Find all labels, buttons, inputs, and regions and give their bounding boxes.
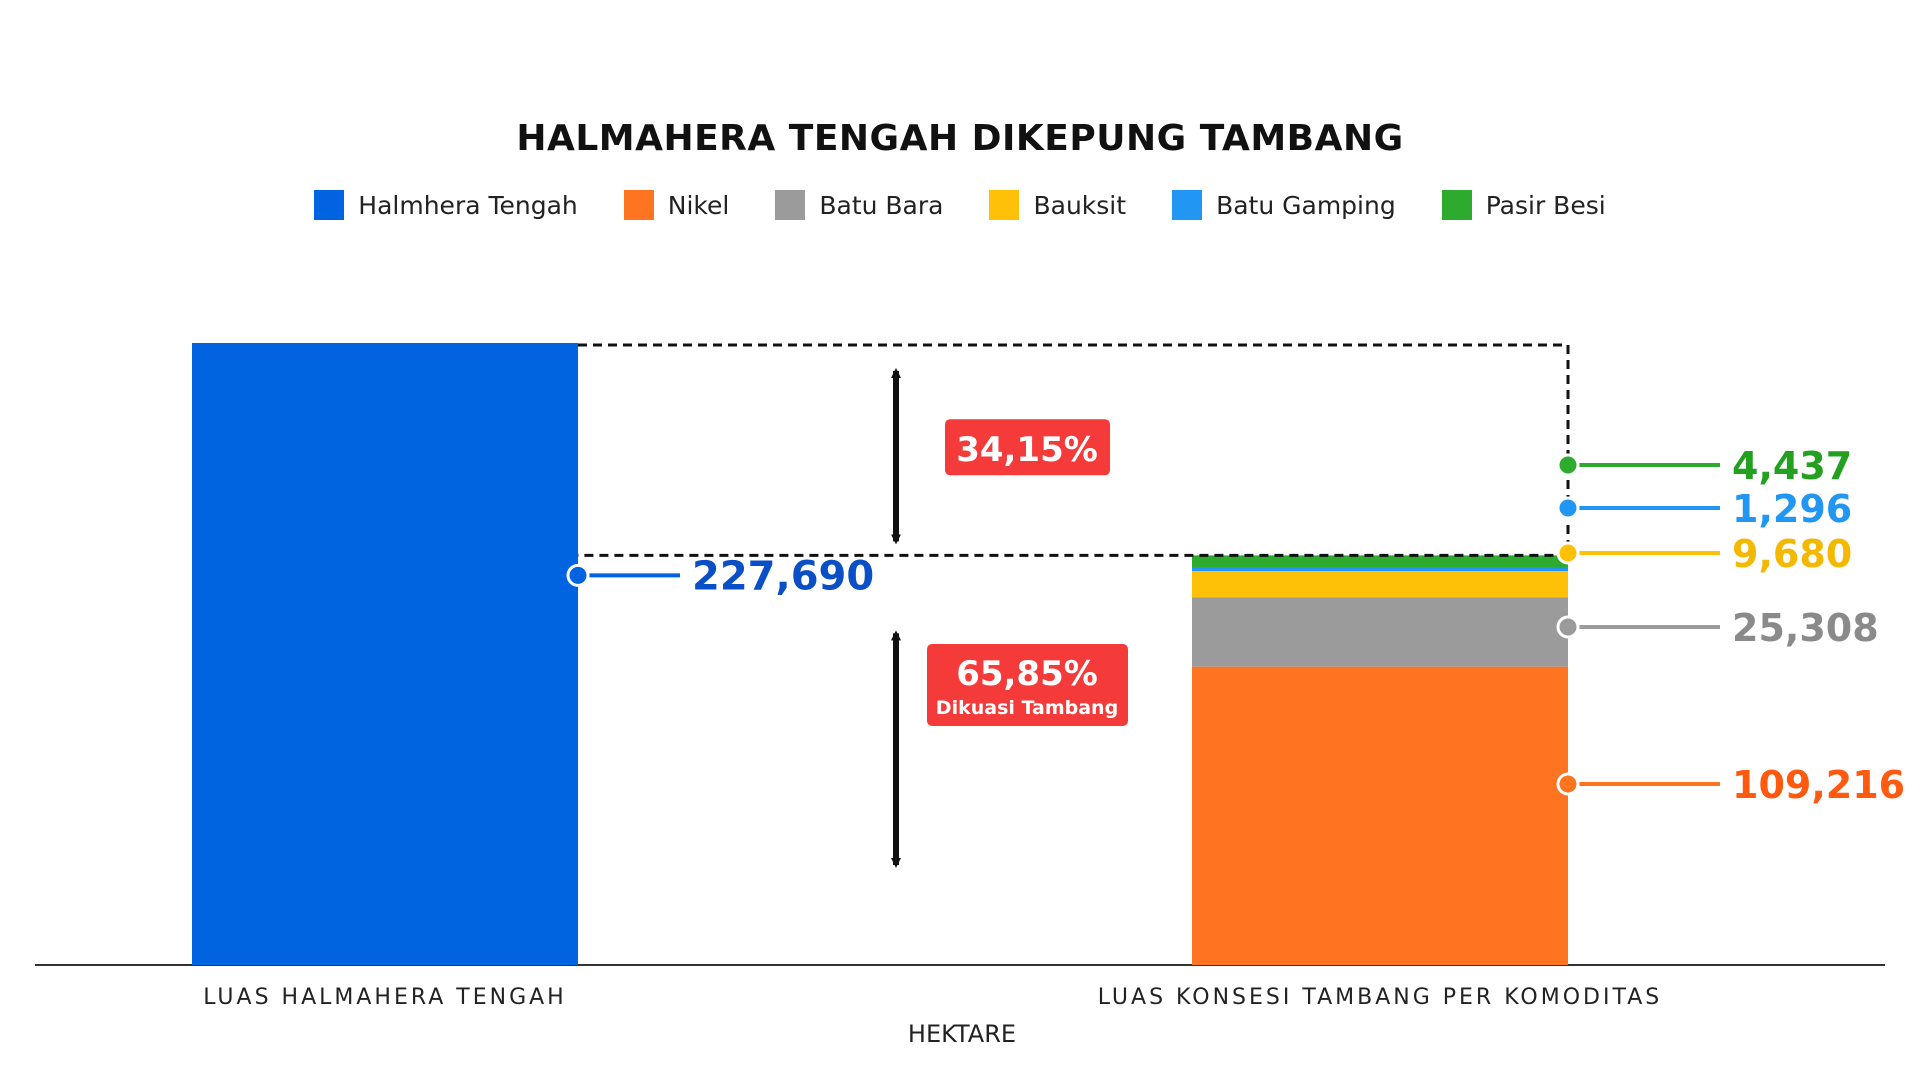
legend-swatch-batu-gamping	[1172, 190, 1203, 220]
bar-segment-pasir-besi	[1192, 555, 1568, 568]
annotation-subtext-bottom: Dikuasi Tambang	[936, 697, 1118, 719]
leader-dot-batu-bara	[1556, 615, 1580, 639]
annotation-badge-top	[945, 419, 1110, 476]
legend-item-batu-bara: Batu Bara	[775, 190, 943, 220]
legend-label-bauksit: Bauksit	[1033, 190, 1127, 220]
category-label-1: LUAS KONSESI TAMBANG PER KOMODITAS	[1098, 985, 1662, 1010]
leader-dot-pasir-besi	[1556, 453, 1580, 477]
legend-swatch-halmhera-tengah	[314, 190, 345, 220]
legend-label-batu-gamping: Batu Gamping	[1216, 190, 1396, 220]
chart-legend: Halmhera Tengah Nikel Batu Bara Bauksit …	[0, 190, 1920, 220]
bar-segment-bauksit	[1192, 571, 1568, 598]
leader-dot-halmhera-tengah	[566, 563, 590, 587]
category-label-0: LUAS HALMAHERA TENGAH	[203, 985, 566, 1010]
legend-swatch-nikel	[623, 190, 654, 220]
legend-swatch-pasir-besi	[1441, 190, 1472, 220]
leader-dot-nikel	[1556, 772, 1580, 796]
x-axis-label: HEKTARE	[908, 1020, 1016, 1048]
legend-label-halmhera-tengah: Halmhera Tengah	[358, 190, 578, 220]
bar-segment-batu-bara	[1192, 597, 1568, 667]
leader-dot-bauksit	[1556, 541, 1580, 565]
data-label-bauksit: 9,680	[1732, 532, 1852, 576]
chart-title: HALMAHERA TENGAH DIKEPUNG TAMBANG	[516, 118, 1404, 159]
annotation-badge-bottom	[927, 644, 1128, 726]
data-label-pasir-besi: 4,437	[1732, 444, 1852, 488]
dashed-bracket	[578, 343, 1570, 557]
legend-swatch-batu-bara	[775, 190, 806, 220]
legend-item-nikel: Nikel	[623, 190, 730, 220]
legend-swatch-bauksit	[989, 190, 1020, 220]
data-label-nikel: 109,216	[1732, 763, 1905, 807]
data-label-batu-bara: 25,308	[1732, 606, 1879, 650]
bar-segment-batu-gamping	[1192, 567, 1568, 572]
legend-label-nikel: Nikel	[667, 190, 730, 220]
annotation-text-top: 34,15%	[956, 430, 1098, 470]
data-label-batu-gamping: 1,296	[1732, 487, 1852, 531]
annotation-text-bottom: 65,85%	[956, 654, 1098, 694]
legend-item-halmhera-tengah: Halmhera Tengah	[314, 190, 578, 220]
bar-halmhera-tengah	[192, 343, 578, 965]
legend-item-batu-gamping: Batu Gamping	[1172, 190, 1396, 220]
leader-dot-batu-gamping	[1556, 496, 1580, 520]
legend-item-bauksit: Bauksit	[989, 190, 1126, 220]
legend-label-pasir-besi: Pasir Besi	[1485, 190, 1606, 220]
data-label-halmhera-tengah: 227,690	[692, 553, 874, 599]
legend-item-pasir-besi: Pasir Besi	[1441, 190, 1606, 220]
bar-segment-nikel	[1192, 666, 1568, 965]
legend-label-batu-bara: Batu Bara	[819, 190, 944, 220]
